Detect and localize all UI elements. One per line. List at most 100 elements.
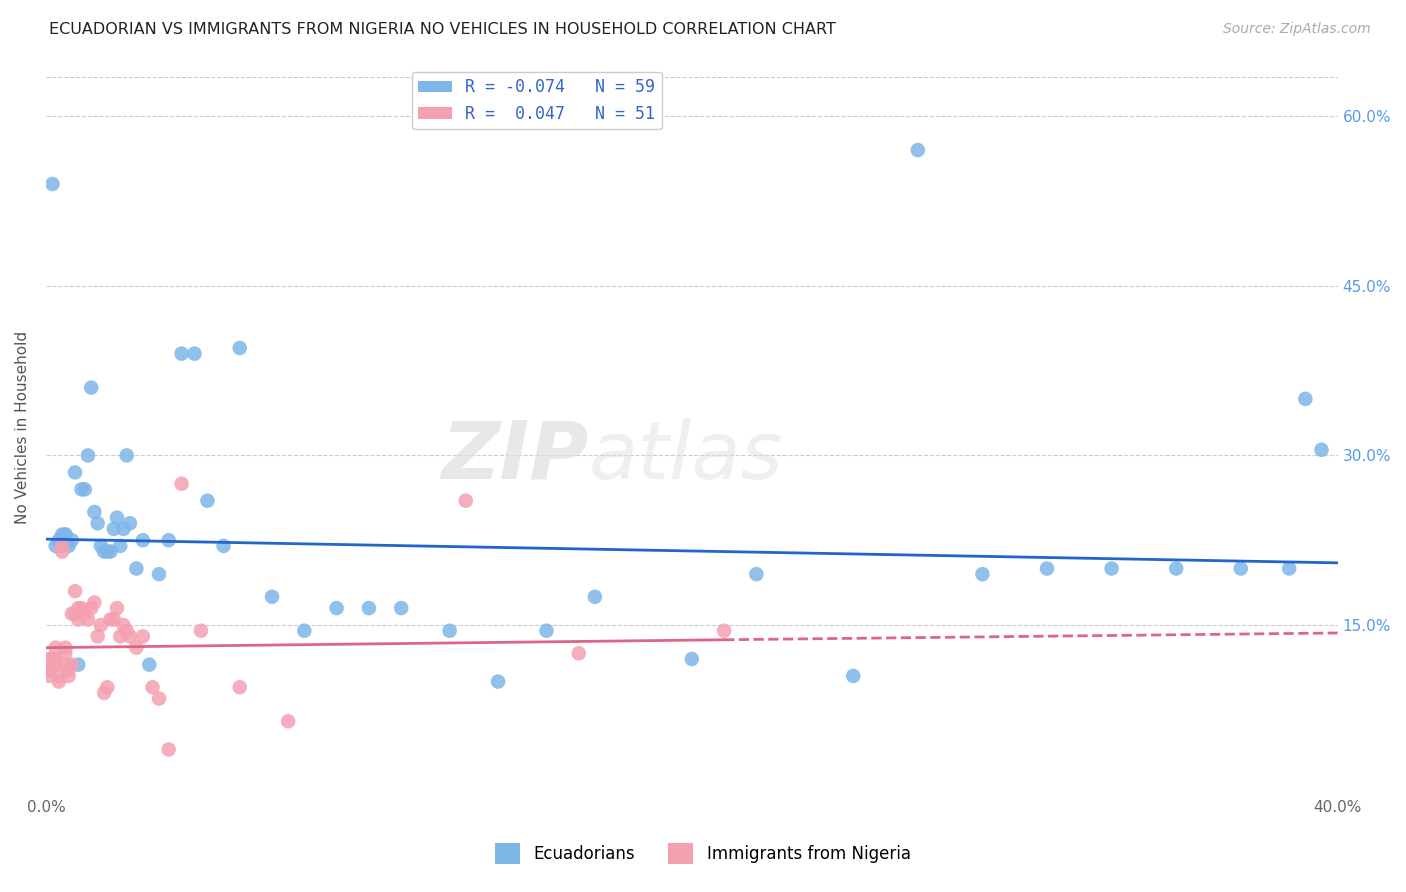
Point: [41, 657, 63, 672]
Point: [1229, 561, 1251, 575]
Point: [86, 629, 108, 643]
Point: [51, 539, 73, 553]
Point: [70, 483, 93, 497]
Point: [138, 657, 160, 672]
Point: [115, 449, 138, 463]
Text: Source: ZipAtlas.com: Source: ZipAtlas.com: [1223, 22, 1371, 37]
Point: [277, 714, 299, 729]
Point: [67, 657, 90, 672]
Point: [48, 533, 70, 548]
Point: [70, 601, 93, 615]
Point: [132, 629, 155, 643]
Point: [100, 544, 122, 558]
Point: [170, 346, 193, 360]
Point: [110, 539, 132, 553]
Point: [325, 601, 347, 615]
Point: [67, 601, 90, 615]
Point: [73, 483, 96, 497]
Point: [58, 663, 80, 677]
Point: [63, 466, 86, 480]
Point: [170, 476, 193, 491]
Point: [45, 652, 67, 666]
Point: [228, 341, 250, 355]
Point: [77, 612, 100, 626]
Point: [48, 674, 70, 689]
Point: [118, 516, 141, 531]
Point: [51, 544, 73, 558]
Point: [45, 657, 67, 672]
Point: [38, 669, 60, 683]
Point: [90, 618, 112, 632]
Point: [118, 629, 141, 643]
Point: [53, 646, 76, 660]
Point: [96, 544, 118, 558]
Point: [103, 522, 125, 536]
Point: [157, 533, 180, 548]
Point: [125, 561, 148, 575]
Point: [58, 539, 80, 553]
Point: [157, 742, 180, 756]
Point: [41, 177, 63, 191]
Point: [53, 527, 76, 541]
Point: [190, 624, 212, 638]
Point: [212, 539, 235, 553]
Point: [1036, 561, 1059, 575]
Point: [93, 544, 115, 558]
Point: [38, 652, 60, 666]
Point: [292, 624, 315, 638]
Point: [38, 663, 60, 677]
Point: [125, 640, 148, 655]
Point: [83, 595, 105, 609]
Point: [51, 539, 73, 553]
Point: [73, 607, 96, 621]
Point: [112, 618, 135, 632]
Point: [148, 567, 170, 582]
Text: atlas: atlas: [589, 417, 783, 496]
Point: [842, 669, 865, 683]
Point: [141, 680, 163, 694]
Point: [53, 527, 76, 541]
Point: [63, 584, 86, 599]
Point: [568, 646, 591, 660]
Point: [105, 601, 128, 615]
Point: [77, 449, 100, 463]
Point: [228, 680, 250, 694]
Point: [58, 669, 80, 683]
Point: [1278, 561, 1301, 575]
Point: [112, 522, 135, 536]
Point: [51, 527, 73, 541]
Point: [260, 590, 283, 604]
Point: [53, 657, 76, 672]
Legend: R = -0.074   N = 59, R =  0.047   N = 51: R = -0.074 N = 59, R = 0.047 N = 51: [412, 71, 662, 129]
Point: [80, 601, 103, 615]
Point: [454, 493, 477, 508]
Point: [389, 601, 412, 615]
Point: [48, 669, 70, 683]
Point: [63, 607, 86, 621]
Point: [90, 539, 112, 553]
Point: [1294, 392, 1316, 406]
Point: [148, 691, 170, 706]
Point: [1166, 561, 1188, 575]
Point: [96, 680, 118, 694]
Point: [38, 663, 60, 677]
Point: [103, 612, 125, 626]
Point: [439, 624, 461, 638]
Point: [745, 567, 768, 582]
Legend: Ecuadorians, Immigrants from Nigeria: Ecuadorians, Immigrants from Nigeria: [488, 837, 918, 871]
Point: [972, 567, 994, 582]
Point: [45, 539, 67, 553]
Point: [583, 590, 606, 604]
Point: [80, 380, 103, 394]
Point: [60, 533, 83, 548]
Point: [67, 612, 90, 626]
Point: [1310, 442, 1333, 457]
Point: [357, 601, 380, 615]
Point: [907, 143, 929, 157]
Text: ZIP: ZIP: [441, 417, 589, 496]
Point: [86, 516, 108, 531]
Point: [105, 510, 128, 524]
Point: [83, 505, 105, 519]
Point: [183, 346, 205, 360]
Point: [536, 624, 558, 638]
